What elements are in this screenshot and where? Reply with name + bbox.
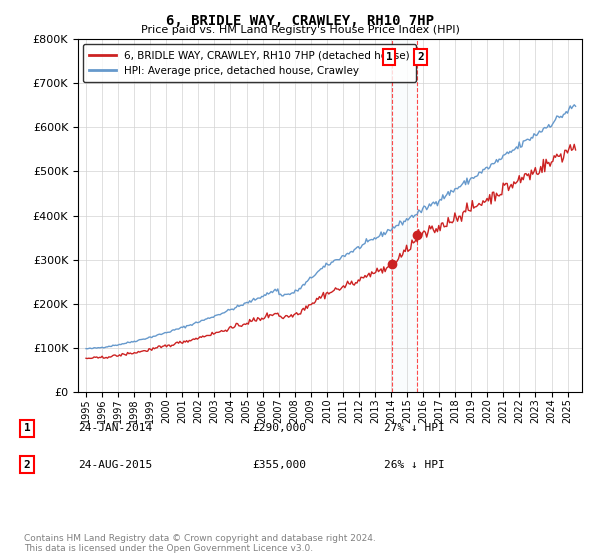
Text: 26% ↓ HPI: 26% ↓ HPI (384, 460, 445, 470)
Text: 2: 2 (23, 460, 31, 470)
Text: £355,000: £355,000 (252, 460, 306, 470)
Text: Contains HM Land Registry data © Crown copyright and database right 2024.
This d: Contains HM Land Registry data © Crown c… (24, 534, 376, 553)
Text: £290,000: £290,000 (252, 423, 306, 433)
Text: 24-AUG-2015: 24-AUG-2015 (78, 460, 152, 470)
Bar (392, 39, 418, 392)
Text: 24-JAN-2014: 24-JAN-2014 (78, 423, 152, 433)
Legend: 6, BRIDLE WAY, CRAWLEY, RH10 7HP (detached house), HPI: Average price, detached : 6, BRIDLE WAY, CRAWLEY, RH10 7HP (detach… (83, 44, 416, 82)
Text: 1: 1 (23, 423, 31, 433)
Text: 1: 1 (386, 52, 392, 62)
Text: 6, BRIDLE WAY, CRAWLEY, RH10 7HP: 6, BRIDLE WAY, CRAWLEY, RH10 7HP (166, 14, 434, 28)
Text: 2: 2 (417, 52, 424, 62)
Text: Price paid vs. HM Land Registry's House Price Index (HPI): Price paid vs. HM Land Registry's House … (140, 25, 460, 35)
Text: 27% ↓ HPI: 27% ↓ HPI (384, 423, 445, 433)
